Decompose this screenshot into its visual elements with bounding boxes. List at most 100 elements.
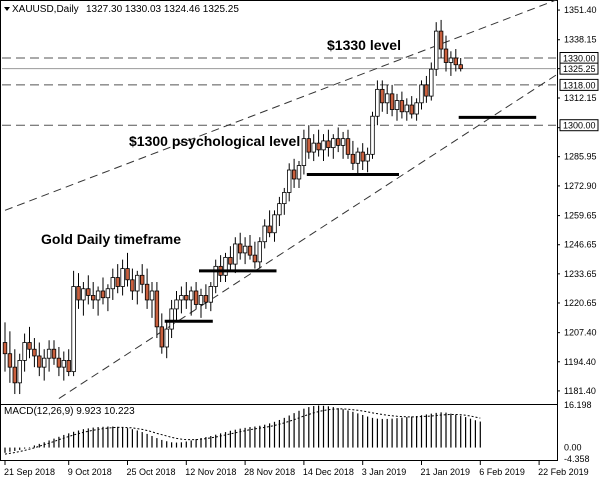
candle	[100, 277, 106, 305]
candle-body	[384, 93, 390, 104]
candle-body	[277, 203, 282, 216]
candle-body	[458, 64, 463, 70]
x-tick-label: 21 Sep 2018	[4, 467, 55, 477]
y-tick-label: 1194.40	[564, 357, 596, 367]
price-tag-label: 1325.25	[563, 64, 596, 74]
candle-body	[404, 104, 409, 113]
dropdown-triangle-icon[interactable]	[4, 7, 10, 11]
macd-y-label: -4.358	[564, 454, 590, 464]
candle	[81, 282, 86, 316]
y-tick-label: 1272.90	[564, 181, 597, 191]
candle-body	[453, 57, 458, 66]
candle-body	[86, 288, 91, 296]
candle-body	[394, 100, 400, 110]
x-tick-label: 9 Oct 2018	[68, 467, 112, 477]
candle-body	[399, 100, 405, 113]
candle-body	[223, 256, 228, 276]
candle	[228, 246, 233, 271]
y-tick-label: 1181.40	[564, 386, 596, 396]
candle	[120, 259, 125, 296]
price-tag-box	[559, 62, 599, 75]
candle-body	[61, 360, 66, 368]
candle-body	[272, 214, 277, 234]
candle-body	[135, 274, 140, 292]
y-tick-label: 1285.95	[564, 152, 597, 162]
candle-body	[326, 140, 331, 149]
candle	[198, 288, 204, 318]
candle	[311, 134, 316, 162]
candle-body	[306, 138, 311, 153]
candle-body	[139, 274, 145, 285]
candle-body	[198, 295, 204, 305]
macd-indicator	[4, 405, 481, 455]
candle	[438, 19, 444, 59]
candle-body	[32, 348, 37, 357]
candle-body	[316, 142, 321, 151]
candle	[237, 232, 243, 260]
candle-body	[443, 48, 449, 63]
candle-body	[331, 138, 336, 149]
candle	[389, 84, 395, 117]
candle	[22, 333, 27, 372]
time-axis: 21 Sep 2018 9 Oct 2018 25 Oct 2018 12 Nov 2…	[4, 461, 589, 477]
candle	[458, 58, 463, 72]
candle	[409, 96, 414, 119]
candle	[365, 147, 370, 173]
annotation-1330-level: $1330 level	[327, 37, 401, 53]
candle	[340, 131, 346, 159]
candle	[419, 80, 424, 110]
candle	[46, 340, 52, 372]
y-tick-label: 1351.40	[564, 5, 597, 15]
candle	[301, 129, 307, 175]
candle	[61, 351, 66, 381]
candle	[27, 326, 32, 359]
candle-body	[66, 360, 71, 373]
candle-body	[429, 68, 434, 97]
candle-body	[22, 342, 27, 361]
candle	[355, 147, 360, 175]
ohlc-readout: 1327.30 1330.03 1324.46 1325.25	[86, 4, 239, 15]
candle-body	[105, 288, 111, 299]
symbol-label: XAUUSD,Daily	[12, 4, 79, 15]
candle	[443, 35, 449, 72]
candle	[169, 299, 174, 339]
candle	[453, 49, 458, 72]
candle-body	[242, 245, 248, 254]
candle	[208, 282, 213, 312]
candle	[414, 98, 419, 121]
candle-body	[159, 326, 164, 348]
candle	[360, 143, 365, 171]
candle	[272, 210, 277, 242]
candle	[7, 331, 13, 383]
candle-body	[247, 245, 253, 256]
candle-body	[419, 84, 424, 104]
price-tag-label: 1318.00	[563, 80, 596, 90]
trend-channel	[4, 0, 569, 399]
candlesticks	[2, 19, 463, 395]
candle-body	[262, 225, 267, 243]
y-tick-label: 1312.15	[564, 93, 597, 103]
candle	[203, 284, 209, 309]
candle	[125, 252, 130, 287]
price-tag: 1318.00	[559, 78, 599, 91]
price-tag-box	[559, 119, 599, 132]
x-tick-label: 28 Nov 2018	[244, 467, 295, 477]
candle-body	[12, 366, 17, 384]
candle	[384, 84, 390, 115]
candle-body	[27, 342, 32, 350]
candle-body	[228, 256, 233, 265]
candle	[375, 80, 380, 126]
candle-body	[286, 169, 292, 193]
candle	[32, 338, 37, 368]
candle	[335, 127, 341, 153]
candle-body	[335, 138, 341, 146]
candle	[242, 237, 248, 265]
candle	[291, 158, 297, 188]
candle	[433, 22, 439, 76]
candle	[429, 62, 434, 101]
candle-body	[7, 353, 13, 368]
price-tag: 1325.25	[559, 62, 599, 75]
macd-label: MACD(12,26,9) 9.923 10.223	[4, 406, 135, 417]
macd-signal-line	[4, 408, 481, 455]
y-tick-label: 1233.65	[564, 269, 597, 279]
